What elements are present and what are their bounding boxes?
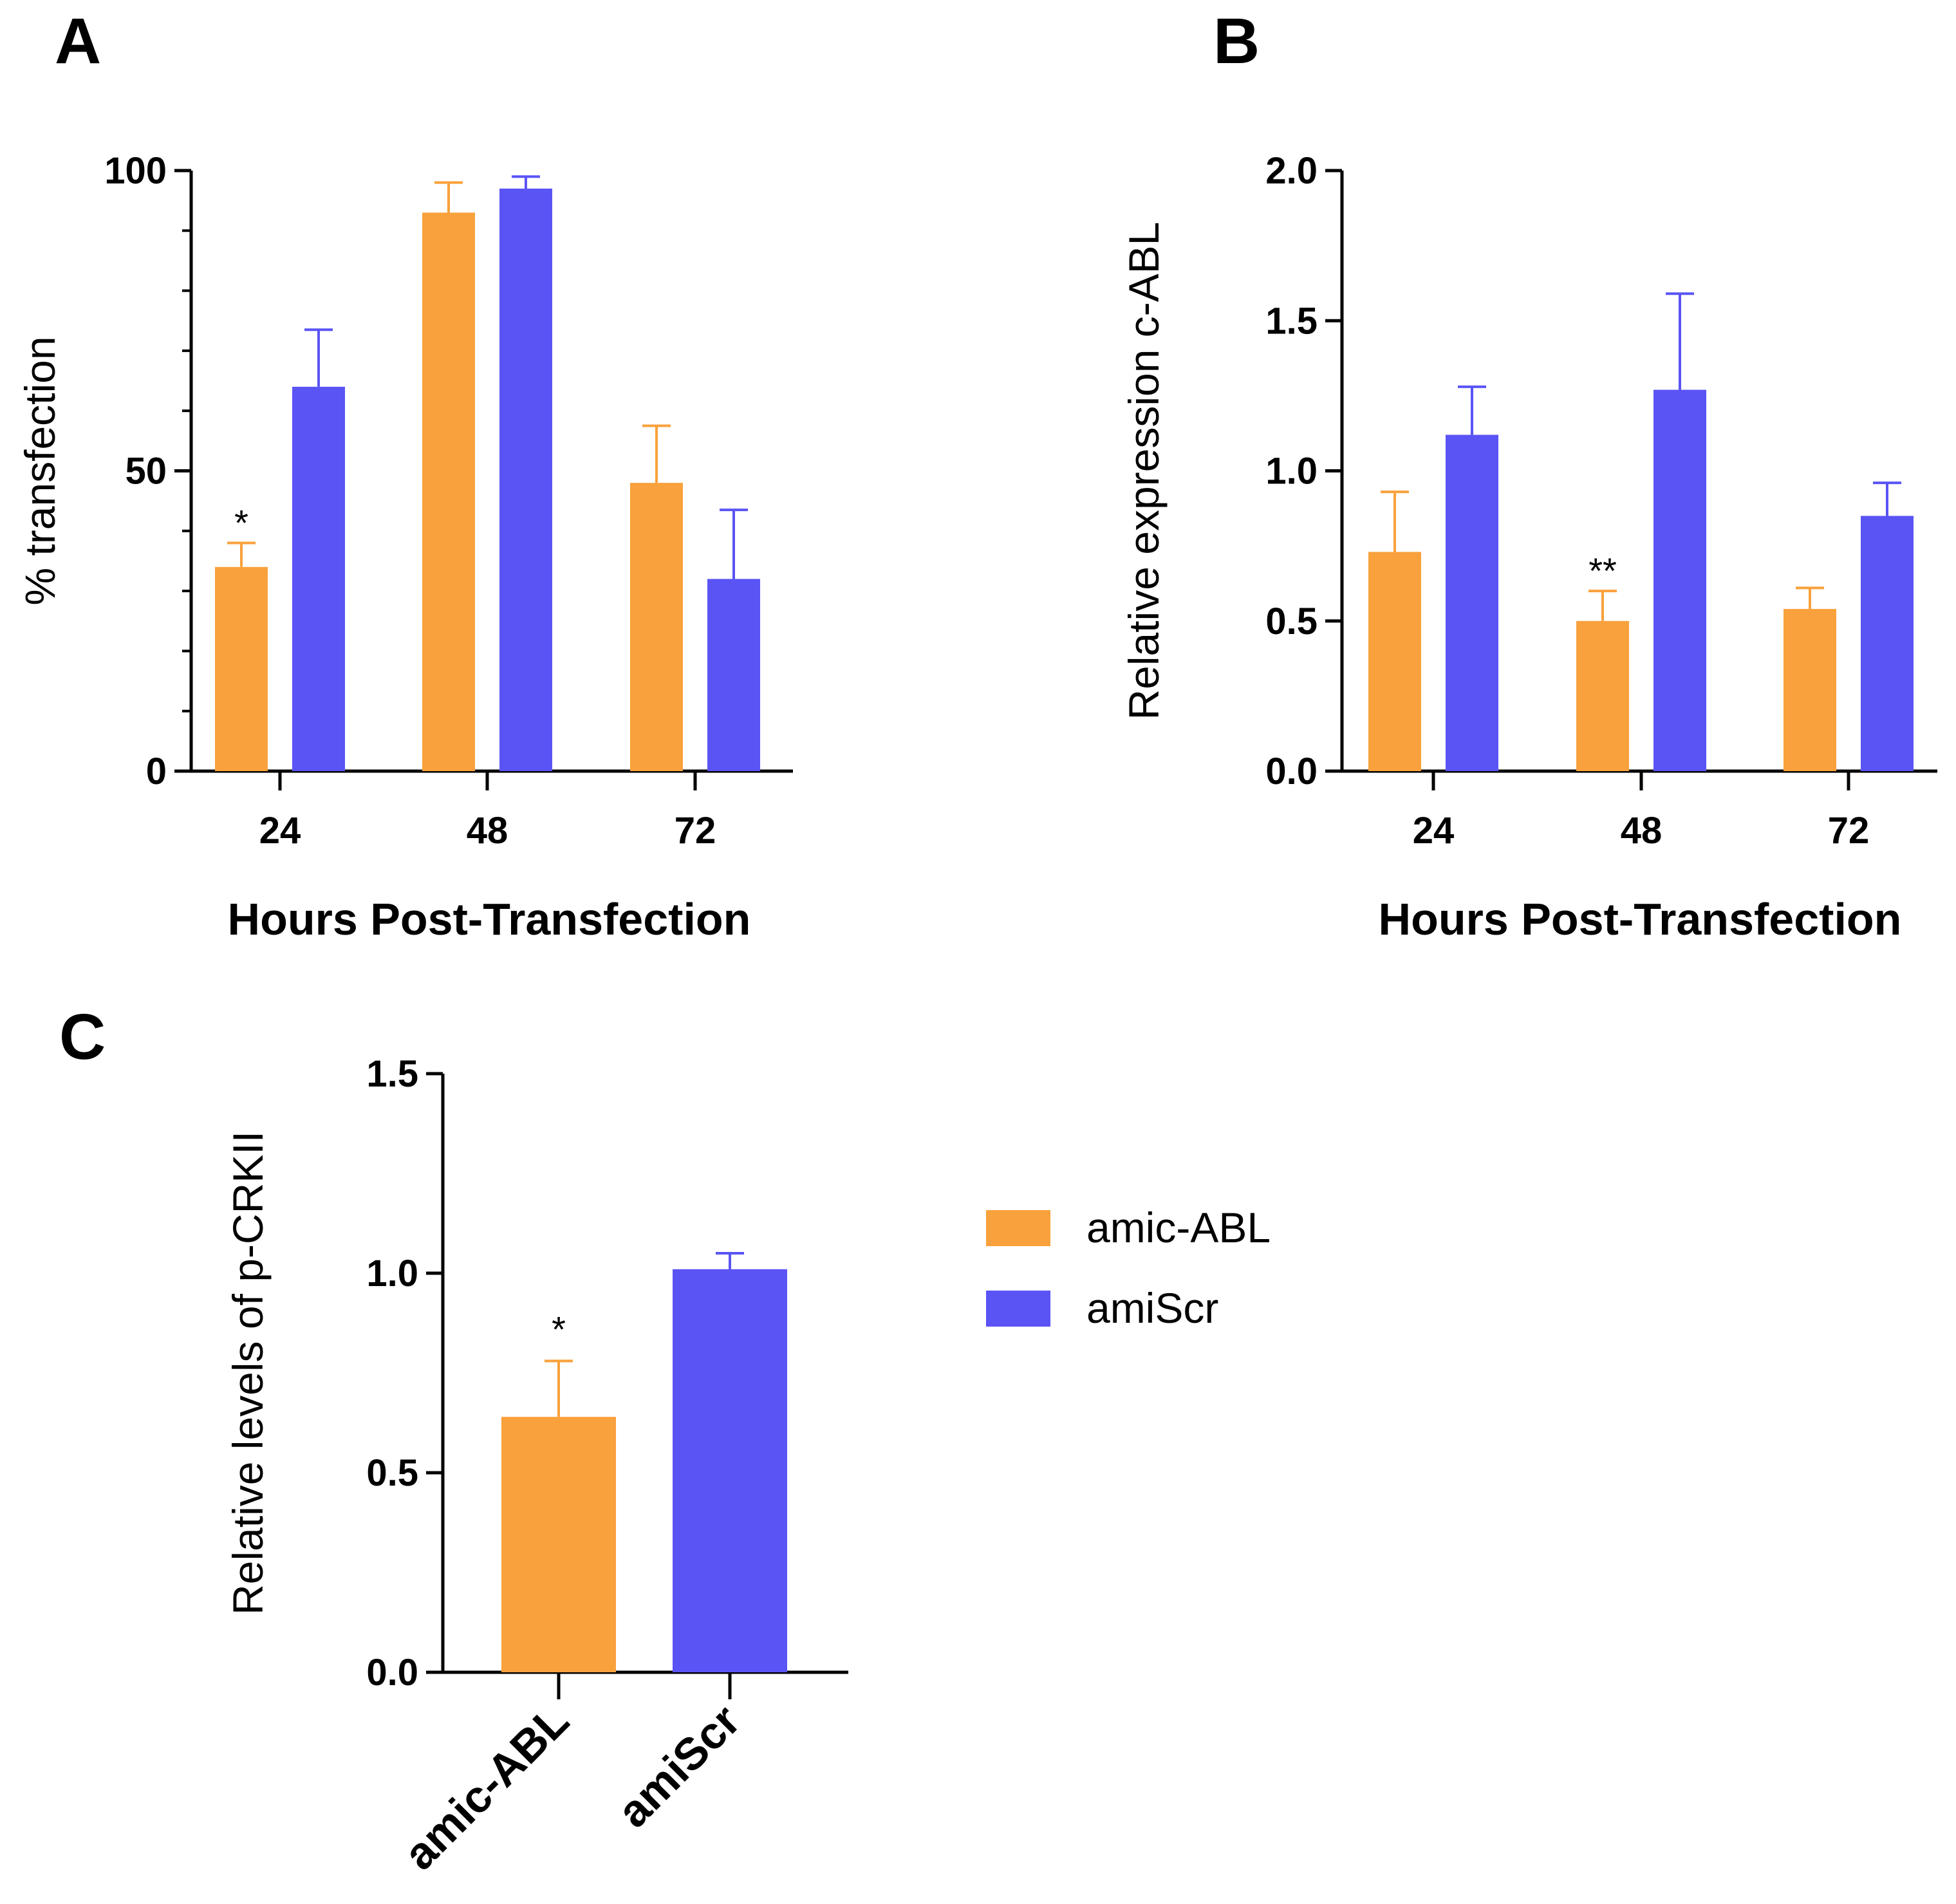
- legend-swatch-amiScr: [986, 1291, 1050, 1327]
- panel-a-x-tick-label: 24: [259, 810, 301, 852]
- panel-a-x-axis-title: Hours Post-Transfection: [228, 894, 751, 944]
- panel-a-x-tick-label: 72: [675, 810, 716, 852]
- panel-b-x-tick-label: 48: [1621, 810, 1663, 852]
- panel-b-y-tick-label: 0.0: [1265, 751, 1318, 792]
- panel-a-y-axis-title: % transfection: [16, 336, 64, 605]
- panel-b-bar-amiScr-72: [1861, 516, 1914, 771]
- panel-c-bar-amic-ABL: [501, 1417, 616, 1672]
- panel-b-y-tick-label: 0.5: [1265, 601, 1318, 642]
- panel-c-bar-amiScr: [673, 1269, 787, 1672]
- panel-c-x-tick-label: amiScr: [608, 1695, 749, 1836]
- panel-c-y-tick-label: 1.5: [366, 1053, 418, 1095]
- panel-a-bar-amic-ABL-24: [215, 566, 268, 771]
- panel-c-y-tick-label: 0.0: [366, 1652, 418, 1694]
- panel-b-bar-amiScr-24: [1446, 434, 1498, 771]
- panel-b-bar-amiScr-48: [1653, 389, 1706, 771]
- panel-label-a: A: [55, 5, 101, 77]
- panel-a-significance-24: *: [234, 502, 248, 543]
- panel-c-x-tick-label: amic-ABL: [394, 1695, 578, 1879]
- panel-b-y-axis-title: Relative expression c-ABL: [1120, 221, 1168, 720]
- panel-a-bar-amiScr-48: [499, 188, 552, 771]
- panel-b-x-tick-label: 72: [1828, 810, 1870, 852]
- panel-b-significance-48: **: [1588, 550, 1617, 591]
- panel-a-bar-amic-ABL-48: [422, 212, 475, 771]
- legend-label-amic-ABL: amic-ABL: [1086, 1204, 1271, 1251]
- panel-b-bar-amic-ABL-72: [1784, 609, 1836, 771]
- panel-a-bar-amiScr-72: [707, 579, 760, 771]
- panel-b-bar-amic-ABL-24: [1368, 552, 1421, 771]
- panel-b-x-axis-title: Hours Post-Transfection: [1379, 894, 1902, 944]
- panel-a-y-tick-label: 50: [125, 451, 167, 492]
- panel-c-y-axis-title: Relative levels of p-CRKII: [224, 1131, 272, 1615]
- legend-swatch-amic-ABL: [986, 1210, 1050, 1246]
- panel-a-chart: 0 50 100 % transfection 24 * 48 72 Hours Post-Tr…: [16, 150, 793, 944]
- panel-label-b: B: [1213, 5, 1260, 77]
- panel-a-y-tick-label: 0: [146, 751, 167, 792]
- legend-label-amiScr: amiScr: [1086, 1284, 1218, 1332]
- panel-b-y-tick-label: 1.0: [1265, 451, 1318, 492]
- panel-a-y-tick-label: 100: [104, 150, 167, 192]
- panel-b-chart: 0.0 0.5 1.0 1.5 2.0 Relative expression c-ABL…: [1120, 150, 1937, 944]
- panel-b-x-tick-label: 24: [1413, 810, 1455, 852]
- panel-c-y-tick-label: 0.5: [366, 1452, 418, 1494]
- panel-c-y-tick-label: 1.0: [366, 1253, 418, 1294]
- panel-a-bar-amic-ABL-72: [630, 483, 683, 771]
- panel-c-chart: 0.0 0.5 1.0 1.5 Relative levels of p-CRKII * a…: [224, 1053, 848, 1880]
- legend: amic-ABL amiScr: [986, 1204, 1271, 1332]
- panel-label-c: C: [59, 1001, 106, 1073]
- panel-b-bar-amic-ABL-48: [1576, 621, 1629, 771]
- panel-b-y-tick-label: 1.5: [1265, 300, 1318, 342]
- panel-a-bar-amiScr-24: [292, 386, 345, 771]
- panel-c-significance-amic-ABL: *: [552, 1309, 566, 1349]
- panel-b-y-tick-label: 2.0: [1265, 150, 1318, 192]
- panel-a-x-tick-label: 48: [467, 810, 508, 852]
